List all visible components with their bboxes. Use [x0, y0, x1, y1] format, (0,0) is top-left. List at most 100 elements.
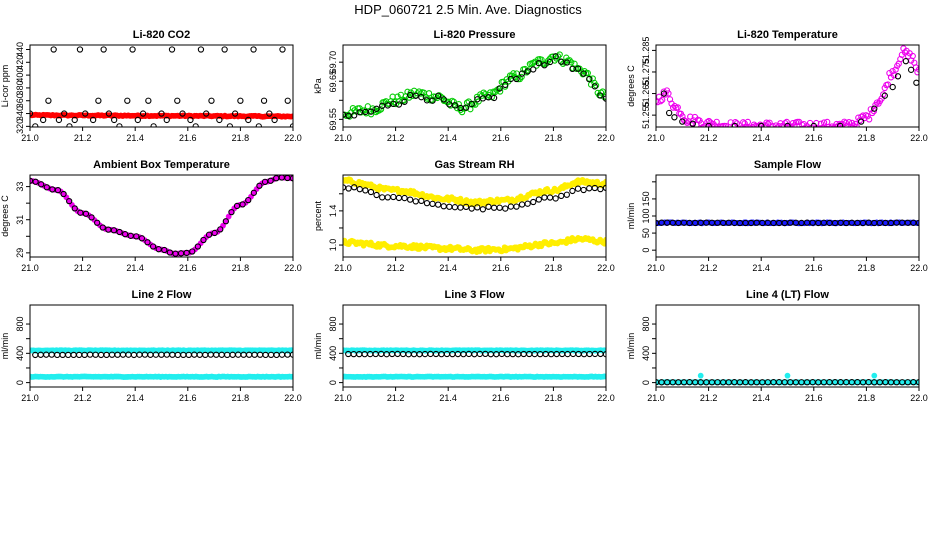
li-820-co2-raw-point: [82, 110, 89, 117]
li-820-pressure-x-tick-label: 21.2: [387, 133, 405, 143]
gas-stream-rh-raw-point: [474, 204, 481, 211]
li-820-pressure-filled-point: [458, 108, 466, 116]
li-820-co2-raw-point: [139, 110, 147, 117]
ambient-box-temperature-raw-point: [94, 219, 101, 226]
gas-stream-rh-x-tick-label: 21.8: [545, 263, 563, 273]
li-820-co2-y-tick-label: 340: [15, 106, 25, 121]
gas-stream-rh-raw-point: [373, 191, 380, 199]
line-2-flow-x-tick-label: 21.6: [179, 393, 197, 403]
line-3-flow-y-tick-label: 400: [328, 346, 338, 361]
ambient-box-temperature-raw-point: [183, 249, 190, 257]
line-4-lt-flow-title: Line 4 (LT) Flow: [746, 289, 829, 301]
li-820-temperature-filled-point: [830, 125, 837, 127]
li-820-temperature-filled-point: [707, 119, 714, 126]
li-820-pressure-x-tick-label: 21.6: [492, 133, 510, 143]
ambient-box-temperature-points: [30, 175, 293, 257]
li-820-temperature-filled-point: [721, 122, 728, 127]
li-820-pressure-filled-point: [584, 69, 591, 77]
ambient-box-temperature-raw-point: [32, 178, 39, 185]
ambient-box-temperature-raw-point: [54, 186, 62, 194]
gas-stream-rh-raw-point: [356, 186, 363, 193]
ambient-box-temperature-raw-point: [166, 249, 174, 256]
ambient-box-temperature-x-tick-label: 21.8: [232, 263, 250, 273]
li-820-temperature-filled-point: [671, 102, 678, 110]
ambient-box-temperature-raw-point: [138, 235, 146, 242]
li-820-pressure-raw-point: [597, 92, 604, 99]
li-820-temperature-filled-point: [741, 120, 748, 127]
chart-li-820-co2: Li-820 CO2 Li-cor ppm 21.0 21.2 21.4 21.6 21.8…: [0, 29, 302, 143]
gas-stream-rh-raw-point: [451, 204, 459, 211]
li-820-co2-raw-point: [163, 116, 170, 124]
line-3-flow-x-tick-label: 21.8: [545, 393, 563, 403]
ambient-box-temperature-y-tick-label: 29: [15, 248, 25, 258]
ambient-box-temperature-y-tick-label: 31: [15, 215, 25, 225]
li-820-temperature-x-tick-label: 21.8: [858, 133, 876, 143]
li-820-temperature-raw-point: [907, 66, 915, 73]
li-820-temperature-filled-point: [867, 106, 874, 113]
li-820-co2-frame: [29, 44, 294, 128]
gas-stream-rh-raw-point: [496, 204, 503, 211]
ambient-box-temperature-raw-point: [38, 181, 45, 188]
li-820-pressure-filled-point: [450, 98, 457, 105]
ambient-box-temperature-raw-point: [222, 218, 229, 225]
li-820-pressure-filled-point: [518, 73, 525, 81]
li-820-pressure-filled-point: [377, 106, 385, 113]
gas-stream-rh-raw-point: [485, 203, 492, 210]
gas-stream-rh-raw-point: [502, 205, 509, 212]
li-820-co2-raw-point: [260, 97, 268, 104]
line-4-lt-flow-x-tick-label: 21.2: [700, 393, 718, 403]
gas-stream-rh-raw-point: [446, 203, 453, 210]
line-4-lt-flow-spikes-point: [784, 372, 791, 379]
li-820-temperature-filled-point: [811, 126, 815, 127]
gas-stream-rh-raw-point: [434, 201, 442, 208]
line-2-flow-raw-point: [75, 351, 83, 359]
ambient-box-temperature-raw-point: [30, 177, 34, 184]
li-820-temperature-filled-point: [735, 125, 742, 127]
ambient-box-temperature-raw-point: [121, 231, 129, 238]
li-820-temperature-filled-point: [659, 96, 666, 104]
chart-li-820-temperature: Li-820 Temperature degrees C 21.0 21.2 21.4 2…: [626, 29, 928, 143]
li-820-temperature-raw-point: [660, 90, 668, 97]
sample-flow-y-tick-label: 0: [641, 248, 651, 253]
ambient-box-temperature-raw-point: [200, 236, 207, 244]
line-4-lt-flow-y-tick-label: 800: [641, 317, 651, 332]
gas-stream-rh-raw-point: [602, 184, 606, 192]
li-820-co2-raw-point: [208, 97, 215, 104]
ambient-box-temperature-raw-point: [99, 224, 106, 231]
gas-stream-rh-raw-point: [574, 185, 582, 192]
li-820-co2-y-axis-label: Li-cor ppm: [0, 65, 10, 108]
li-820-pressure-filled-point: [554, 53, 562, 60]
li-820-pressure-frame: [342, 44, 607, 128]
li-820-co2-raw-point: [116, 123, 123, 127]
gas-stream-rh-raw-point: [343, 184, 347, 191]
li-820-pressure-raw-point: [586, 76, 593, 83]
li-820-co2-raw-point: [271, 116, 278, 124]
line-4-lt-flow-raw-point: [915, 379, 919, 386]
line-4-lt-flow-frame: [655, 304, 920, 388]
ambient-box-temperature-raw-point: [233, 202, 241, 210]
li-820-temperature-filled-point: [806, 125, 811, 127]
li-820-co2-raw-point: [71, 116, 78, 124]
gas-stream-rh-raw-point: [406, 196, 414, 203]
li-820-co2-raw-point: [45, 97, 52, 104]
li-820-pressure-raw-point: [395, 101, 403, 108]
li-820-pressure-raw-point: [502, 81, 509, 89]
line-4-lt-flow-x-tick-label: 21.8: [858, 393, 876, 403]
sample-flow-x-tick-label: 21.6: [805, 263, 823, 273]
li-820-pressure-filled-point: [510, 70, 517, 77]
gas-stream-rh-raw-point: [513, 203, 520, 210]
li-820-pressure-raw-point: [580, 70, 587, 77]
line-3-flow-points: [343, 347, 606, 380]
ambient-box-temperature-x-tick-label: 21.4: [126, 263, 144, 273]
li-820-pressure-x-tick-label: 21.0: [334, 133, 352, 143]
li-820-co2-raw-point: [255, 123, 262, 127]
li-820-co2-y-tick-label: 400: [15, 68, 25, 83]
li-820-temperature-filled-point: [915, 66, 919, 73]
li-820-pressure-raw-point: [418, 94, 425, 101]
li-820-pressure-raw-point: [518, 70, 526, 77]
li-820-co2-raw-point: [231, 110, 239, 117]
ambient-box-temperature-title: Ambient Box Temperature: [93, 159, 230, 171]
ambient-box-temperature-raw-point: [116, 228, 123, 236]
figure-title: HDP_060721 2.5 Min. Ave. Diagnostics: [354, 2, 582, 17]
ambient-box-temperature-raw-point: [82, 210, 90, 217]
